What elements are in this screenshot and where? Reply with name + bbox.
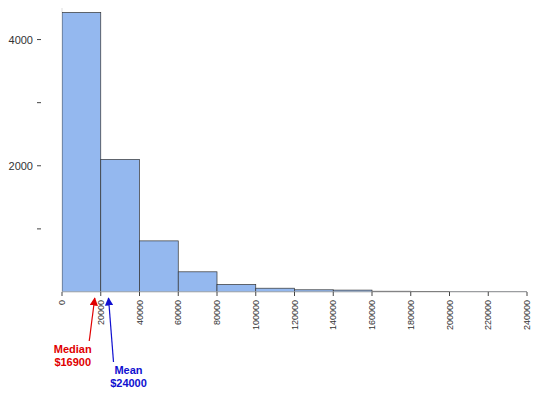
x-tick-label: 100000 — [251, 300, 261, 330]
x-tick-label: 140000 — [328, 300, 338, 330]
x-tick — [527, 292, 528, 296]
x-tick-label: 60000 — [173, 300, 183, 325]
x-tick — [449, 292, 450, 296]
x-tick-label: 240000 — [522, 300, 532, 330]
chart: 2000400002000040000600008000010000012000… — [0, 0, 545, 397]
x-tick — [333, 292, 334, 296]
x-tick-label: 160000 — [367, 300, 377, 330]
annotation-label: Mean — [114, 364, 142, 376]
annotation-text: $24000 — [110, 377, 147, 389]
annotation-arrow — [89, 298, 95, 341]
x-tick-label: 220000 — [483, 300, 493, 330]
annotation-label: Median — [54, 343, 92, 355]
x-tick — [62, 292, 63, 296]
x-tick-label: 80000 — [212, 300, 222, 325]
bar — [256, 288, 295, 292]
y-tick — [37, 102, 41, 103]
bar — [217, 284, 256, 292]
x-tick — [410, 292, 411, 296]
chart-container: 2000400002000040000600008000010000012000… — [0, 0, 545, 397]
x-tick-label: 120000 — [290, 300, 300, 330]
x-tick — [217, 292, 218, 296]
x-tick-label: 0 — [57, 300, 67, 305]
bars — [62, 12, 527, 292]
x-tick — [255, 292, 256, 296]
annotation-arrow — [109, 298, 114, 362]
y-tick — [37, 228, 41, 229]
bar — [178, 272, 217, 292]
bar — [101, 159, 140, 292]
x-tick — [100, 292, 101, 296]
y-tick — [37, 39, 41, 40]
x-tick — [488, 292, 489, 296]
x-tick — [178, 292, 179, 296]
y-tick-label: 2000 — [9, 160, 33, 172]
x-tick-label: 20000 — [96, 300, 106, 325]
x-tick-label: 180000 — [406, 300, 416, 330]
bar — [140, 241, 179, 292]
x-tick — [372, 292, 373, 296]
bar — [62, 12, 101, 292]
y-tick — [37, 165, 41, 166]
y-tick-label: 4000 — [9, 34, 33, 46]
annotation-text: $16900 — [54, 356, 91, 368]
x-tick — [294, 292, 295, 296]
x-tick — [139, 292, 140, 296]
x-tick-label: 40000 — [135, 300, 145, 325]
x-tick-label: 200000 — [445, 300, 455, 330]
